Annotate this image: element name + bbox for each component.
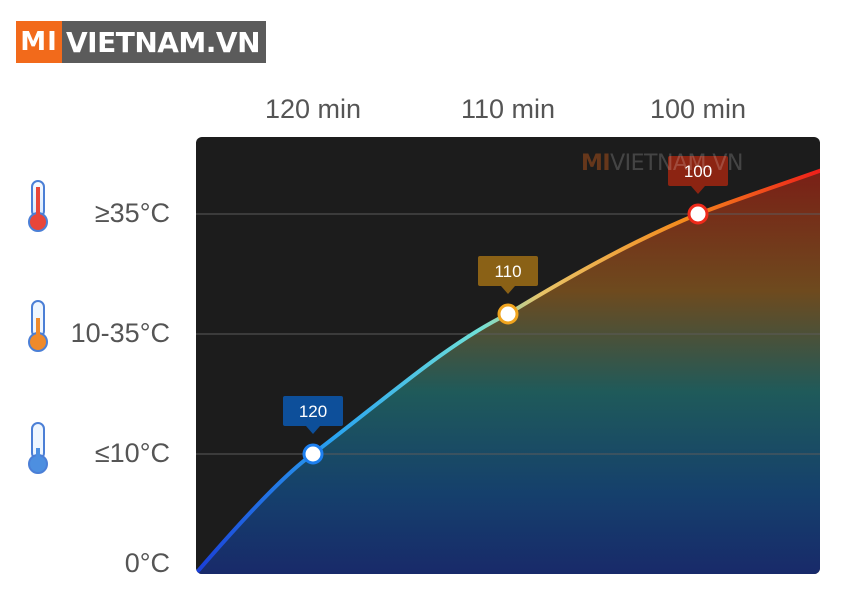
- logo-mark: MI: [16, 21, 62, 63]
- area-fill: [198, 170, 820, 574]
- data-label-text: 100: [684, 162, 712, 181]
- logo-text: VIETNAM.VN: [62, 21, 267, 63]
- thermometer-cold-icon: [28, 422, 48, 474]
- data-label-120: 120: [283, 396, 343, 434]
- data-label-110: 110: [478, 256, 538, 294]
- watermark: MIVIETNAM.VN: [581, 151, 743, 176]
- brand-logo: MI VIETNAM.VN: [16, 21, 267, 63]
- x-tick-label-120: 120 min: [264, 94, 362, 124]
- data-label-text: 110: [494, 262, 521, 281]
- watermark-text: VIETNAM.VN: [610, 151, 743, 176]
- watermark-mark: MI: [581, 151, 611, 176]
- y-tick-label-zero: 0°C: [124, 548, 170, 578]
- data-point-110: [497, 303, 519, 325]
- data-point-120: [302, 443, 324, 465]
- data-label-100: 100: [668, 156, 728, 194]
- data-point-100: [687, 203, 709, 225]
- x-tick-label-110: 110 min: [460, 94, 556, 124]
- y-tick-label-hot: ≥35°C: [94, 198, 170, 228]
- data-label-text: 120: [299, 402, 327, 421]
- y-tick-label-mid: 10-35°C: [70, 318, 170, 348]
- x-tick-label-100: 100 min: [649, 94, 747, 124]
- thermometer-hot-icon: [28, 180, 48, 232]
- y-tick-label-cold: ≤10°C: [94, 438, 170, 468]
- thermometer-warm-icon: [28, 300, 48, 352]
